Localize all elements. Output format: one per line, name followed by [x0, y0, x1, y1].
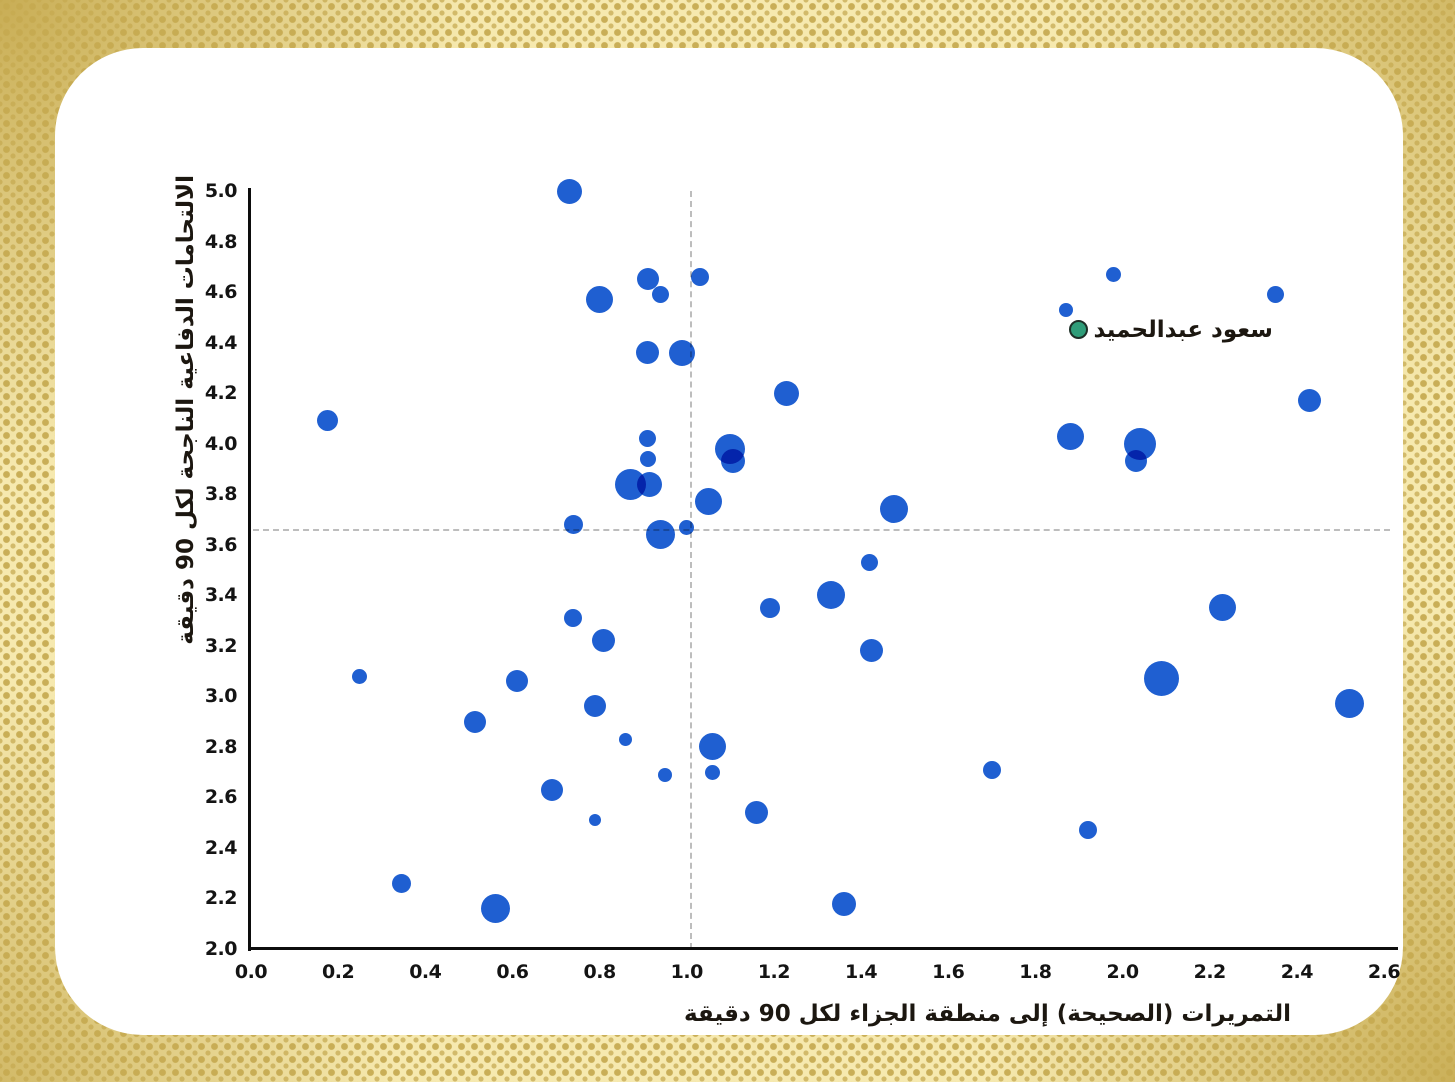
highlighted-data-point — [1069, 320, 1089, 340]
data-point — [1058, 302, 1073, 317]
reference-vline — [690, 191, 693, 949]
y-tick-label: 4.6 — [204, 281, 238, 304]
data-point — [563, 515, 583, 535]
y-tick-label: 2.6 — [204, 786, 238, 809]
highlight-annotation-label: سعود عبدالحميد — [1093, 316, 1273, 343]
data-point — [759, 597, 780, 618]
data-point — [695, 488, 723, 516]
data-point — [816, 581, 845, 610]
data-point — [637, 471, 663, 497]
data-point — [861, 553, 879, 571]
data-point — [639, 450, 656, 467]
data-point — [586, 286, 614, 314]
data-point — [699, 733, 727, 761]
y-tick-label: 3.6 — [204, 533, 238, 556]
y-tick-label: 3.2 — [204, 634, 238, 657]
data-point — [879, 495, 908, 524]
data-point — [619, 732, 633, 746]
data-point — [652, 286, 670, 304]
x-tick-label: 2.4 — [1280, 961, 1314, 983]
reference-hline — [253, 528, 1390, 531]
data-point — [860, 639, 884, 663]
data-point — [391, 873, 411, 893]
data-point — [636, 268, 659, 291]
data-point — [556, 178, 582, 204]
x-tick-label: 2.6 — [1367, 961, 1401, 983]
data-point — [639, 430, 657, 448]
x-tick-label: 1.6 — [932, 961, 965, 983]
data-point — [720, 449, 745, 474]
data-point — [1298, 389, 1322, 413]
chart-card: 2.0 2.2 2.4 2.6 2.8 3.0 3.2 3.4 3.6 3.8 4.0 4.2 4.4 4… — [55, 48, 1403, 1035]
x-tick-label: 0.6 — [496, 961, 529, 983]
data-point — [1056, 422, 1084, 450]
y-tick-label: 3.4 — [204, 584, 238, 607]
x-tick-label: 1.4 — [844, 961, 878, 983]
data-point — [646, 520, 676, 550]
y-tick-label: 4.4 — [204, 331, 238, 354]
bubble-chart: 2.0 2.2 2.4 2.6 2.8 3.0 3.2 3.4 3.6 3.8 4.0 4.2 4.4 4… — [55, 48, 1403, 1035]
data-point — [592, 629, 616, 653]
data-point — [316, 410, 338, 432]
data-point — [480, 894, 510, 924]
y-tick-label: 2.8 — [204, 735, 238, 758]
y-tick-label: 4.0 — [204, 432, 238, 455]
y-tick-label: 4.8 — [204, 230, 238, 253]
data-point — [1106, 266, 1122, 282]
data-point — [589, 814, 602, 827]
data-point — [1144, 661, 1180, 697]
data-point — [831, 891, 856, 916]
data-point — [564, 609, 583, 627]
x-tick-label: 1.2 — [757, 961, 791, 983]
data-point — [1124, 450, 1147, 473]
data-point — [1266, 286, 1284, 304]
data-point — [657, 767, 672, 782]
y-tick-label: 3.8 — [204, 483, 238, 506]
data-point — [584, 695, 607, 718]
x-tick-label: 1.0 — [670, 961, 704, 983]
data-point — [690, 267, 709, 286]
data-point — [540, 778, 563, 801]
data-point — [744, 801, 768, 825]
x-tick-label: 0.2 — [322, 961, 355, 983]
data-point — [352, 668, 368, 684]
y-tick-label: 2.2 — [204, 887, 238, 910]
x-axis-title: التمريرات (الصحيحة) إلى منطقة الجزاء لكل… — [683, 1001, 1291, 1027]
data-point — [505, 670, 528, 693]
data-point — [774, 380, 800, 406]
y-tick-label: 2.4 — [204, 836, 238, 859]
y-axis-title: الالتحامات الدفاعية الناجحة لكل 90 دقيقة — [173, 175, 199, 645]
x-tick-label: 2.0 — [1106, 961, 1139, 983]
x-tick-label: 2.2 — [1193, 961, 1227, 983]
data-point — [1209, 594, 1237, 622]
y-tick-label: 4.2 — [204, 382, 238, 405]
y-axis-spine — [248, 188, 251, 951]
data-point — [679, 519, 695, 535]
data-point — [1078, 821, 1097, 840]
x-tick-label: 0.4 — [409, 961, 442, 983]
y-tick-label: 3.0 — [204, 685, 238, 708]
x-tick-label: 0.8 — [583, 961, 617, 983]
data-point — [1334, 689, 1364, 719]
data-point — [464, 710, 487, 733]
data-point — [669, 339, 696, 366]
data-point — [705, 764, 721, 780]
x-tick-label: 1.8 — [1019, 961, 1052, 983]
data-point — [636, 341, 660, 365]
x-axis-spine — [248, 947, 1398, 950]
data-point — [982, 760, 1001, 779]
x-tick-label: 0.0 — [234, 961, 268, 983]
y-tick-label: 2.0 — [204, 938, 238, 960]
y-tick-label: 5.0 — [204, 180, 238, 202]
